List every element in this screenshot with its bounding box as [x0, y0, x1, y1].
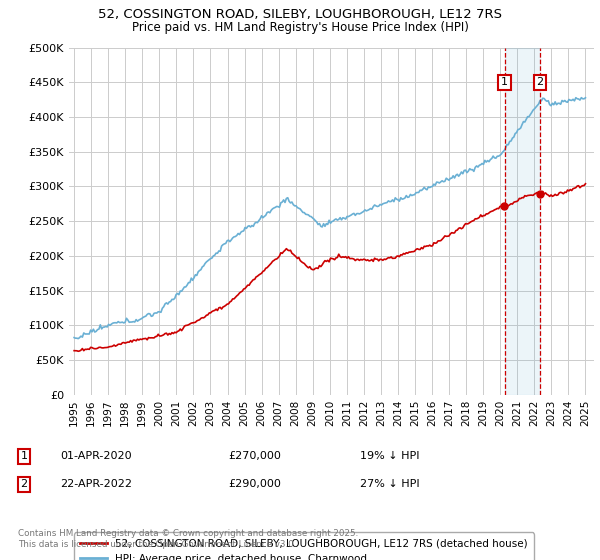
Text: 2: 2	[20, 479, 28, 489]
Legend: 52, COSSINGTON ROAD, SILEBY, LOUGHBOROUGH, LE12 7RS (detached house), HPI: Avera: 52, COSSINGTON ROAD, SILEBY, LOUGHBOROUG…	[74, 533, 534, 560]
Text: 27% ↓ HPI: 27% ↓ HPI	[360, 479, 419, 489]
Text: £270,000: £270,000	[228, 451, 281, 461]
Text: £290,000: £290,000	[228, 479, 281, 489]
Text: 2: 2	[536, 77, 544, 87]
Text: 1: 1	[20, 451, 28, 461]
Text: 19% ↓ HPI: 19% ↓ HPI	[360, 451, 419, 461]
Text: 22-APR-2022: 22-APR-2022	[60, 479, 132, 489]
Bar	[505, 48, 540, 395]
Text: Contains HM Land Registry data © Crown copyright and database right 2025.
This d: Contains HM Land Registry data © Crown c…	[18, 529, 358, 549]
Text: 52, COSSINGTON ROAD, SILEBY, LOUGHBOROUGH, LE12 7RS: 52, COSSINGTON ROAD, SILEBY, LOUGHBOROUG…	[98, 8, 502, 21]
Text: 01-APR-2020: 01-APR-2020	[60, 451, 131, 461]
Text: Price paid vs. HM Land Registry's House Price Index (HPI): Price paid vs. HM Land Registry's House …	[131, 21, 469, 34]
Text: 1: 1	[501, 77, 508, 87]
